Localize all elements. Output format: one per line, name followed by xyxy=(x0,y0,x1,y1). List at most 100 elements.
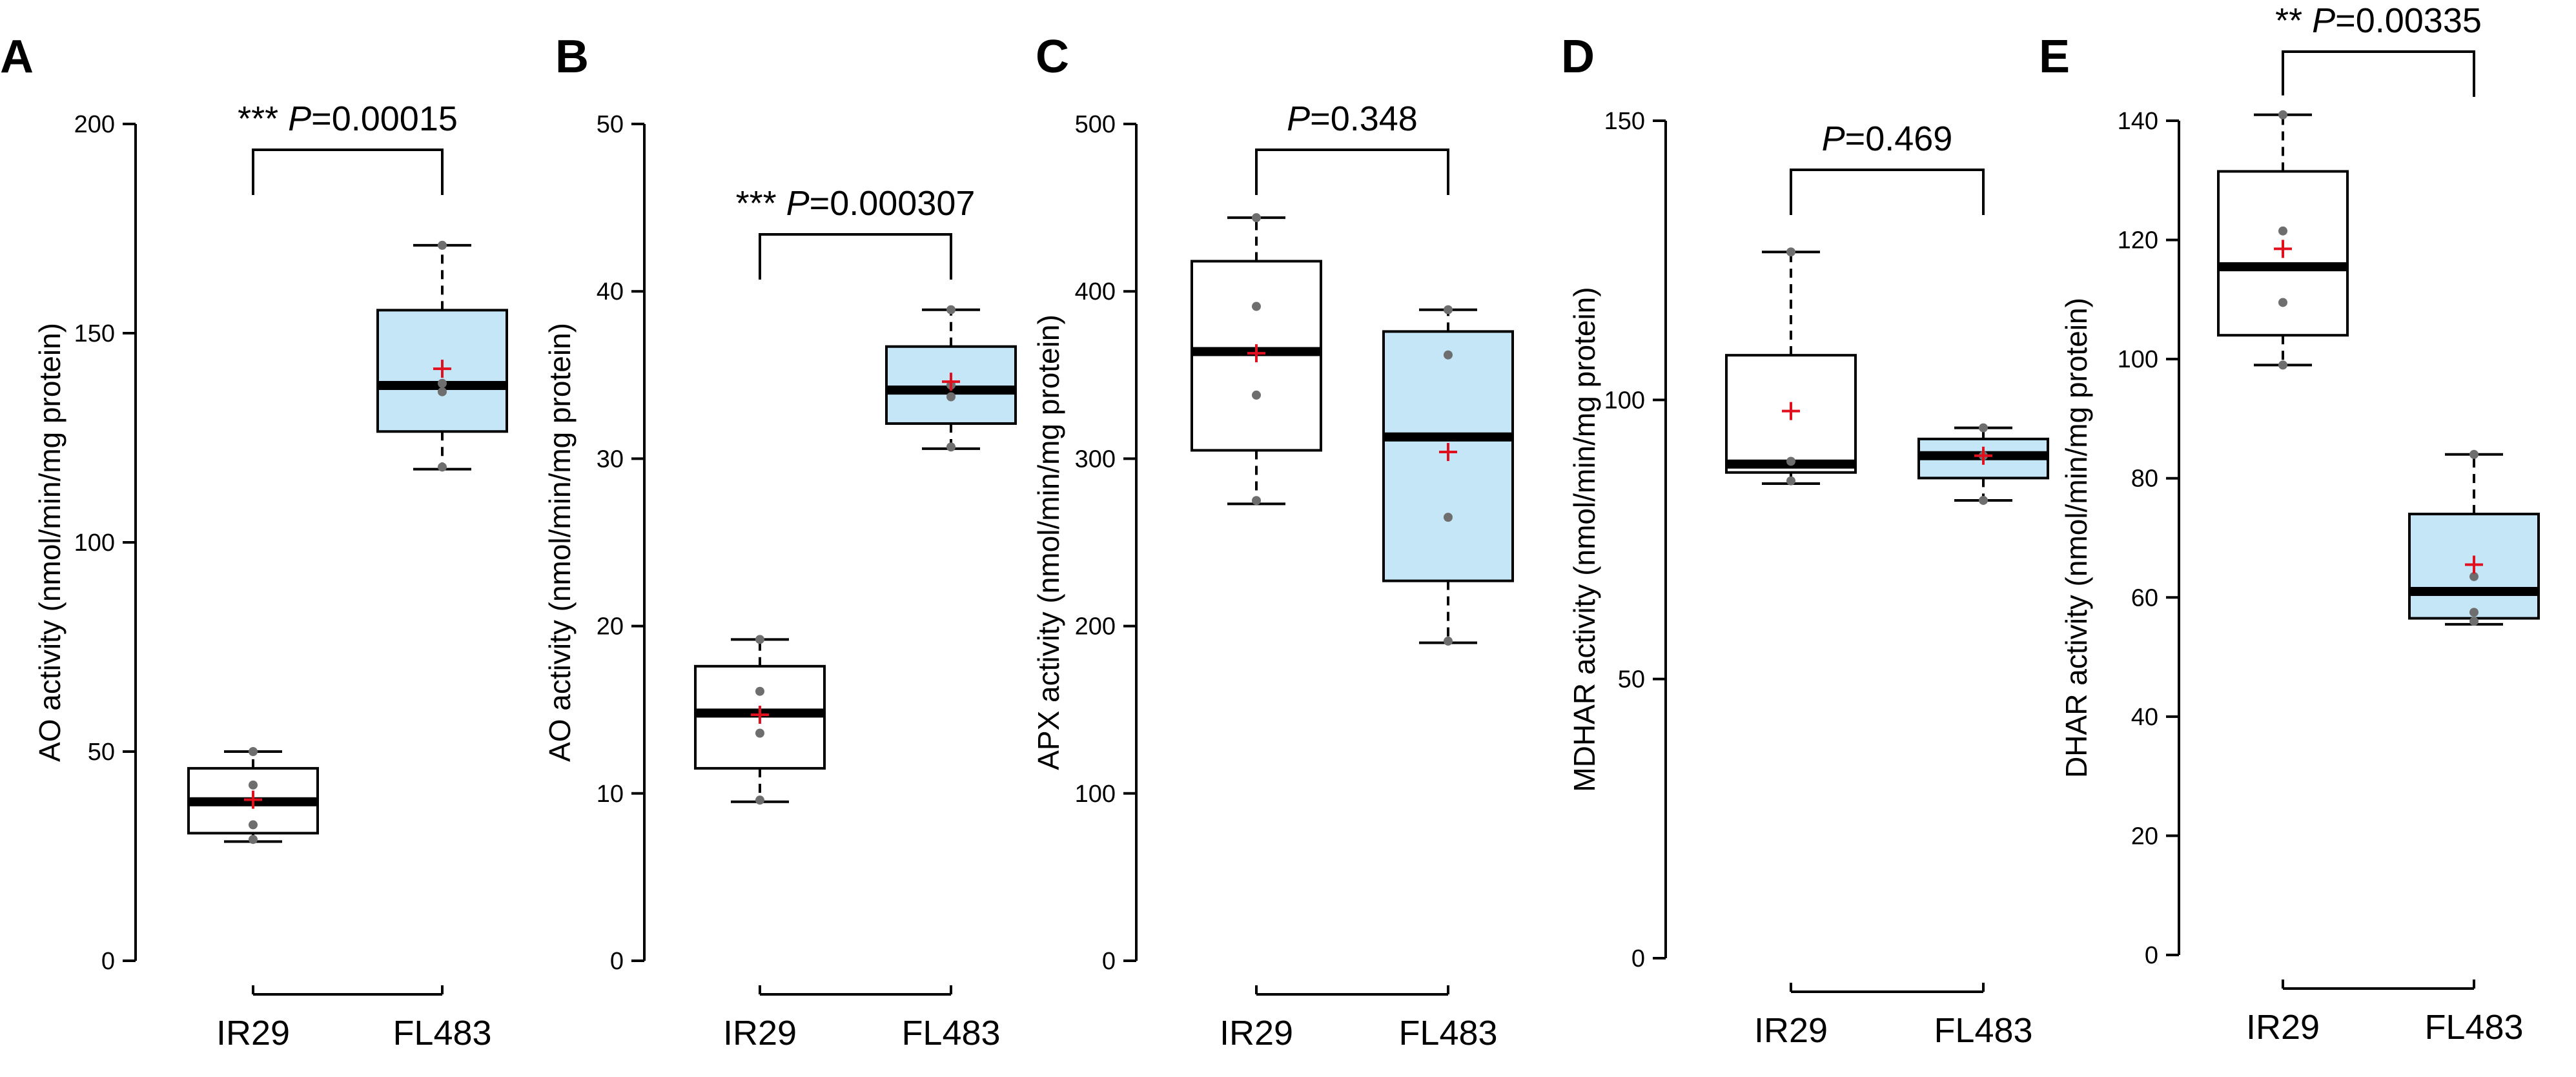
y-axis-title: APX activity (nmol/min/mg protein) xyxy=(1032,314,1065,770)
y-tick-label: 0 xyxy=(1631,945,1645,972)
data-point xyxy=(2278,298,2287,307)
y-tick-label: 150 xyxy=(1604,108,1645,135)
panel-e: E 0 20 40 60 80 100 120 140 DHAR activity (nmol/m… xyxy=(2039,1,2540,1047)
box-ir29 xyxy=(187,747,319,845)
data-point xyxy=(2469,571,2479,581)
data-point xyxy=(249,780,258,790)
significance-spacer xyxy=(278,99,288,138)
y-tick-label: 50 xyxy=(597,111,624,138)
y-tick-label: 80 xyxy=(2131,466,2158,493)
panel-c: C 0 100 200 300 400 500 APX activity (nmol/min/… xyxy=(1032,31,1514,1052)
panel-b: B 0 10 20 30 40 50 AO activity (nmol/min/mg pro… xyxy=(543,31,1017,1052)
y-axis-title: AO activity (nmol/min/mg protein) xyxy=(543,323,577,762)
data-point xyxy=(438,240,447,250)
mean-marker xyxy=(1782,402,1800,420)
data-point xyxy=(1444,305,1453,314)
iqr-box xyxy=(2408,513,2540,620)
box-ir29 xyxy=(694,635,826,805)
data-point xyxy=(755,728,764,738)
y-tick-label: 0 xyxy=(610,948,624,975)
significance-bracket xyxy=(759,233,952,280)
data-point xyxy=(1786,247,1795,257)
x-category-label: FL483 xyxy=(1398,1014,1497,1052)
y-tick-label: 40 xyxy=(2131,704,2158,731)
panel-letter: A xyxy=(0,31,34,83)
box-fl483 xyxy=(1382,305,1514,646)
p-value: =0.348 xyxy=(1310,99,1418,138)
significance-label: P=0.469 xyxy=(1822,119,1953,158)
y-axis-title: AO activity (nmol/min/mg protein) xyxy=(33,323,66,762)
data-point xyxy=(1252,496,1261,506)
mean-marker xyxy=(1247,344,1265,363)
x-category-label: FL483 xyxy=(2424,1008,2523,1047)
y-tick-label: 20 xyxy=(597,613,624,641)
panel-letter: D xyxy=(1561,31,1595,83)
y-tick-label: 200 xyxy=(74,111,115,138)
mean-marker xyxy=(433,360,451,378)
data-point xyxy=(2469,449,2479,459)
box-fl483 xyxy=(1917,423,2049,505)
box-ir29 xyxy=(1725,247,1857,486)
panel-d: D 0 50 100 150 MDHAR activity (nmol/min/mg pr… xyxy=(1561,31,2049,1050)
x-category-label: FL483 xyxy=(1934,1011,2032,1050)
significance-stars: *** xyxy=(238,99,278,138)
p-value: =0.00335 xyxy=(2335,1,2482,40)
data-point xyxy=(1252,302,1261,311)
p-symbol: P xyxy=(1822,119,1845,158)
y-tick-label: 100 xyxy=(1075,781,1116,808)
y-axis-title: DHAR activity (nmol/min/mg protein) xyxy=(2060,298,2093,778)
iqr-box xyxy=(376,309,508,433)
p-value: =0.000307 xyxy=(810,184,976,223)
y-tick-label: 300 xyxy=(1075,446,1116,473)
data-point xyxy=(946,392,956,402)
data-point xyxy=(2278,110,2287,119)
data-point xyxy=(1786,476,1795,486)
data-point xyxy=(755,686,764,696)
significance-spacer xyxy=(2302,1,2312,40)
y-tick-label: 100 xyxy=(2118,346,2158,373)
significance-bracket xyxy=(252,149,444,195)
box-fl483 xyxy=(885,305,1017,452)
y-tick-label: 150 xyxy=(74,320,115,347)
panel-letter: B xyxy=(555,31,589,83)
p-value: =0.469 xyxy=(1845,119,1953,158)
data-point xyxy=(1444,350,1453,360)
data-point xyxy=(755,795,764,805)
x-category-label: FL483 xyxy=(901,1014,1000,1052)
p-value: =0.00015 xyxy=(311,99,458,138)
y-tick-label: 0 xyxy=(2145,942,2158,969)
significance-spacer xyxy=(777,184,786,223)
data-point xyxy=(1786,456,1795,466)
box-ir29 xyxy=(1191,213,1322,506)
mean-marker xyxy=(2274,240,2292,258)
y-tick-label: 100 xyxy=(1604,387,1645,414)
y-tick-label: 140 xyxy=(2118,108,2158,135)
y-tick-label: 100 xyxy=(74,529,115,557)
y-tick-label: 500 xyxy=(1075,111,1116,138)
significance-label: *** P=0.000307 xyxy=(736,184,976,223)
data-point xyxy=(2278,360,2287,370)
data-point xyxy=(946,442,956,452)
data-point xyxy=(2469,608,2479,617)
data-point xyxy=(249,747,258,756)
data-point xyxy=(438,462,447,472)
data-point xyxy=(1444,636,1453,646)
y-axis-title: MDHAR activity (nmol/min/mg protein) xyxy=(1568,287,1601,792)
y-tick-label: 10 xyxy=(597,781,624,808)
significance-label: P=0.348 xyxy=(1287,99,1418,138)
y-tick-label: 50 xyxy=(1618,666,1645,693)
y-tick-label: 40 xyxy=(597,278,624,305)
box-fl483 xyxy=(376,240,508,472)
mean-marker xyxy=(2465,555,2483,574)
data-point xyxy=(946,305,956,314)
x-category-label: IR29 xyxy=(2246,1008,2320,1047)
data-point xyxy=(438,387,447,396)
significance-bracket xyxy=(1790,169,1985,215)
y-tick-label: 200 xyxy=(1075,613,1116,641)
x-category-label: IR29 xyxy=(723,1014,797,1052)
data-point xyxy=(438,378,447,388)
panel-a: A 0 50 100 150 200 AO activity (nmol/min/mg pr… xyxy=(0,31,508,1052)
x-category-label: IR29 xyxy=(216,1014,290,1052)
data-point xyxy=(249,835,258,845)
